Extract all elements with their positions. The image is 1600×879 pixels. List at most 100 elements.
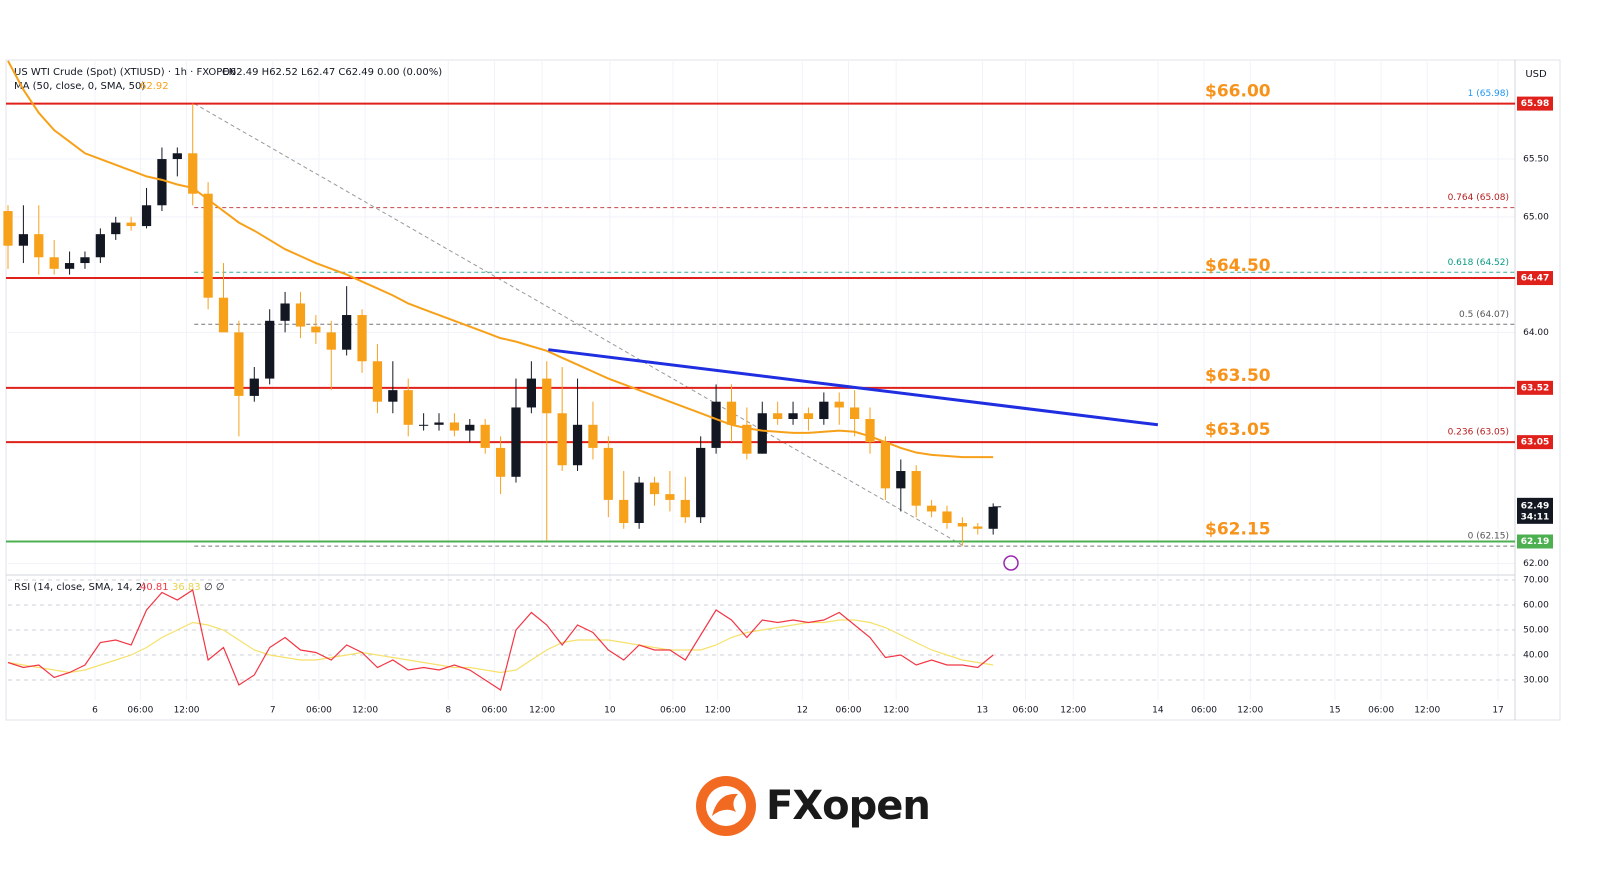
price-tag-label: 63.05 [1521, 438, 1549, 448]
rsi-extra: ∅ ∅ [204, 582, 225, 593]
candle-body [942, 511, 952, 524]
price-tag-label: 63.52 [1521, 383, 1549, 393]
x-tick-label: 15 [1329, 706, 1340, 716]
logo-mark [712, 793, 738, 816]
candle-body [773, 413, 783, 420]
candle-body [480, 424, 490, 448]
candle-body [234, 332, 244, 396]
x-tick-label: 12:00 [1060, 706, 1086, 716]
candle-body [850, 407, 860, 420]
candle-body [819, 401, 829, 420]
level-label: $62.15 [1205, 519, 1271, 539]
rsi-tick-label: 50.00 [1523, 626, 1549, 636]
candle-body [64, 263, 75, 269]
rsi-tick-label: 40.00 [1523, 651, 1549, 661]
candle-body [403, 390, 413, 425]
candle-body [49, 257, 59, 269]
fib-diagonal [194, 103, 965, 547]
rsi-last: 40.81 [140, 582, 169, 593]
fib-label: 0.618 (64.52) [1448, 258, 1509, 268]
fib-label: 0.5 (64.07) [1459, 310, 1509, 320]
candle-body [557, 413, 567, 466]
price-tag-label: 65.98 [1521, 99, 1549, 109]
candle-body [588, 424, 598, 448]
candle-body [696, 447, 706, 518]
price-tag [1517, 96, 1553, 111]
candle-body [834, 401, 844, 408]
x-tick-label: 13 [977, 706, 988, 716]
last-price-tag [1517, 497, 1553, 524]
candle-body [603, 447, 613, 500]
x-tick-label: 06:00 [836, 706, 862, 716]
x-tick-label: 12:00 [174, 706, 200, 716]
candle-body [434, 422, 444, 425]
candle-body [419, 424, 429, 426]
countdown-label: 34:11 [1521, 512, 1550, 522]
x-tick-label: 12:00 [1237, 706, 1263, 716]
rsi-sma-last: 36.83 [172, 582, 201, 593]
x-tick-label: 06:00 [1368, 706, 1394, 716]
x-tick-label: 06:00 [660, 706, 686, 716]
candle-body [495, 447, 506, 477]
x-tick-label: 10 [604, 706, 616, 716]
candle-body [649, 482, 660, 495]
candle-body [680, 499, 690, 518]
fib-label: 1 (65.98) [1468, 89, 1509, 99]
candle-body [526, 378, 536, 408]
last-price-label: 62.49 [1521, 501, 1549, 511]
candle-body [711, 401, 721, 448]
level-label: $63.05 [1205, 420, 1271, 440]
candle-body [265, 320, 275, 379]
fib-label: 0.764 (65.08) [1448, 193, 1509, 203]
fib-label: 0 (62.15) [1468, 532, 1509, 542]
x-tick-label: 14 [1152, 706, 1164, 716]
candle-body [665, 494, 675, 500]
x-tick-label: 12:00 [352, 706, 378, 716]
x-tick-label: 12:00 [883, 706, 909, 716]
rsi-line [7, 589, 994, 691]
candle-body [280, 303, 290, 321]
candle-body [342, 315, 352, 350]
candle-body [357, 315, 367, 362]
candle-body [157, 159, 167, 206]
candle-body [111, 222, 121, 235]
candle-body [203, 193, 213, 298]
candle-body [726, 401, 737, 425]
candle-body [803, 413, 814, 420]
ohlc-text: O62.49 H62.52 L62.47 C62.49 0.00 (0.00%) [222, 67, 442, 78]
candle-body [80, 257, 90, 264]
level-label: $66.00 [1205, 82, 1271, 102]
ma-legend: MA (50, close, 0, SMA, 50) [14, 81, 145, 92]
candle-body [542, 378, 552, 414]
price-tag [1517, 380, 1553, 395]
x-tick-label: 8 [445, 706, 451, 716]
candle-body [188, 153, 198, 194]
candle-body [865, 419, 875, 443]
logo: FXopen [696, 776, 931, 836]
x-tick-label: 06:00 [306, 706, 332, 716]
candle-body [34, 234, 44, 258]
candle-body [973, 526, 983, 529]
y-tick-label: 65.00 [1523, 212, 1549, 222]
candle-body [449, 422, 460, 431]
candle-body [880, 442, 891, 489]
candle-body [911, 471, 921, 506]
y-tick-label: 64.00 [1523, 328, 1549, 338]
candle-body [465, 424, 475, 431]
candle-body [957, 523, 967, 527]
candle-body [326, 332, 336, 350]
x-tick-label: 12:00 [529, 706, 555, 716]
chart-title: US WTI Crude (Spot) (XTIUSD) · 1h · FXOP… [14, 67, 236, 78]
candle-body [388, 390, 398, 402]
candle-body [218, 297, 229, 333]
price-tag [1517, 271, 1553, 286]
y-tick-label: 65.50 [1523, 155, 1549, 165]
price-tag-label: 64.47 [1521, 274, 1549, 284]
candle-body [295, 303, 306, 327]
rsi-sma-line [7, 619, 994, 674]
level-label: $63.50 [1205, 366, 1271, 386]
x-tick-label: 06:00 [1191, 706, 1217, 716]
candle-body [926, 505, 937, 512]
candle-body [511, 407, 521, 477]
